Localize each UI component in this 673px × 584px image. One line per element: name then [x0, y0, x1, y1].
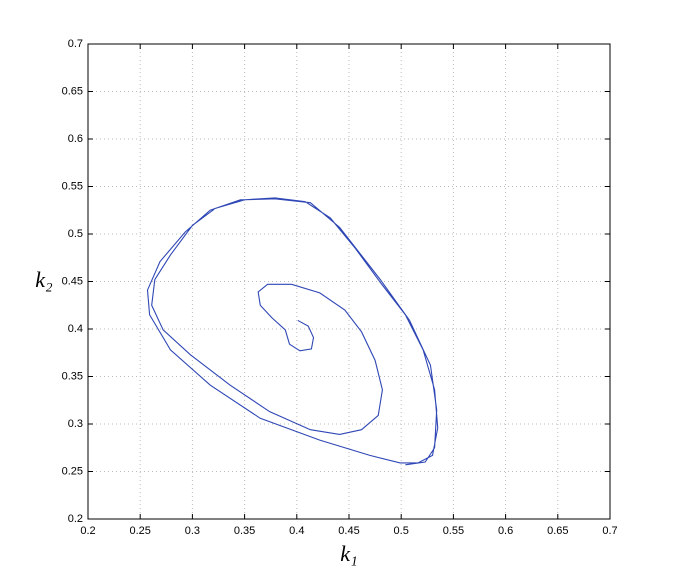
y-tick-label: 0.5 — [68, 228, 83, 240]
y-tick-label: 0.35 — [62, 370, 83, 382]
x-tick-label: 0.65 — [547, 525, 568, 537]
x-tick-label: 0.55 — [443, 525, 464, 537]
y-tick-label: 0.65 — [62, 85, 83, 97]
y-tick-label: 0.4 — [68, 323, 83, 335]
y-tick-label: 0.2 — [68, 513, 83, 525]
x-tick-label: 0.6 — [498, 525, 513, 537]
x-tick-label: 0.45 — [338, 525, 359, 537]
y-tick-label: 0.25 — [62, 465, 83, 477]
x-tick-label: 0.25 — [129, 525, 150, 537]
x-tick-label: 0.4 — [289, 525, 304, 537]
y-tick-label: 0.6 — [68, 133, 83, 145]
x-tick-label: 0.2 — [80, 525, 95, 537]
plot-frame — [87, 43, 611, 520]
y-tick-label: 0.55 — [62, 180, 83, 192]
x-tick-label: 0.3 — [185, 525, 200, 537]
x-tick-label: 0.5 — [394, 525, 409, 537]
trajectory-line — [146, 197, 439, 466]
x-tick-label: 0.7 — [602, 525, 617, 537]
y-tick-label: 0.3 — [68, 418, 83, 430]
y-axis-label: k₂ — [35, 267, 53, 292]
y-tick-label: 0.7 — [68, 38, 83, 50]
x-tick-label: 0.35 — [234, 525, 255, 537]
y-tick-label: 0.45 — [62, 275, 83, 287]
x-axis-label: k₁ — [340, 541, 357, 566]
